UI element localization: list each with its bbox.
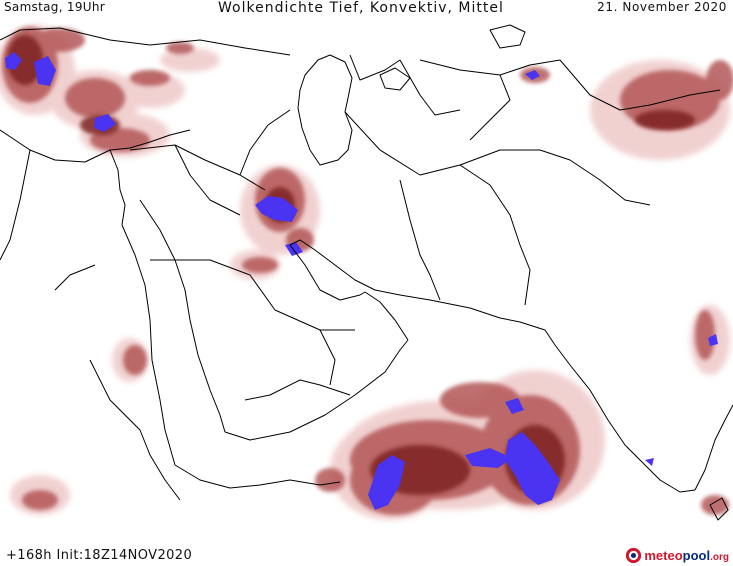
header-bar: Samstag, 19Uhr Wolkendichte Tief, Konvek… <box>0 0 733 22</box>
footer-bar: +168h Init:18Z14NOV2020 meteopool.org <box>0 540 733 566</box>
map-title: Wolkendichte Tief, Konvektiv, Mittel <box>218 0 504 16</box>
meteopool-logo-text: meteopool.org <box>644 547 729 563</box>
meteopool-logo-icon <box>626 547 642 563</box>
cloud-density-map[interactable] <box>0 18 733 525</box>
country-borders <box>0 24 733 521</box>
meteopool-logo[interactable]: meteopool.org <box>625 545 729 565</box>
forecast-time-label: Samstag, 19Uhr <box>4 0 106 14</box>
forecast-date-label: 21. November 2020 <box>597 0 727 14</box>
convective-clouds <box>5 52 718 510</box>
model-run-label: +168h Init:18Z14NOV2020 <box>6 548 193 563</box>
